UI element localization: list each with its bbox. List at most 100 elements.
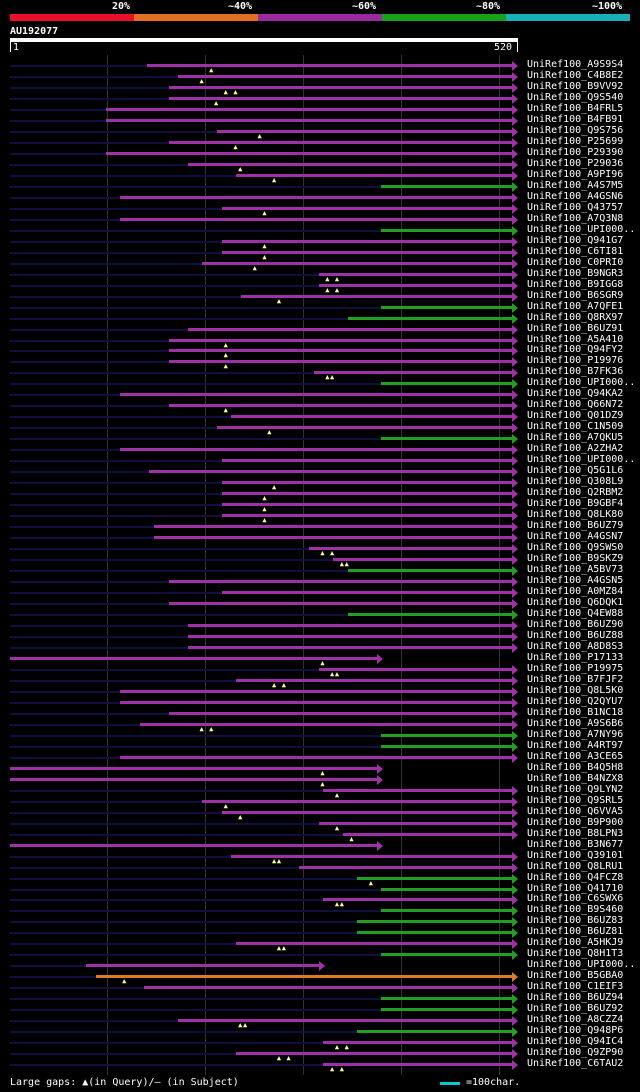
hit-link[interactable]: UniRef100_Q9SRL5 [527,795,624,806]
hit-bar[interactable] [381,185,512,188]
hit-link[interactable]: UniRef100_B3N677 [527,839,624,850]
hit-bar[interactable] [313,371,512,374]
hit-link[interactable]: UniRef100_A2ZHA2 [527,443,624,454]
hit-link[interactable]: UniRef100_B6SGR9 [527,290,624,301]
hit-bar[interactable] [105,108,512,111]
hit-link[interactable]: UniRef100_B6UZ79 [527,520,624,531]
hit-bar[interactable] [187,646,512,649]
hit-link[interactable]: UniRef100_Q8RX97 [527,312,624,323]
hit-link[interactable]: UniRef100_A9S9S4 [527,59,624,70]
hit-bar[interactable] [10,844,377,847]
hit-link[interactable]: UniRef100_B6UZ81 [527,926,624,937]
hit-bar[interactable] [318,822,512,825]
hit-link[interactable]: UniRef100_A8D8S3 [527,641,624,652]
hit-bar[interactable] [187,163,512,166]
hit-link[interactable]: UniRef100_P29390 [527,147,624,158]
hit-bar[interactable] [323,898,512,901]
hit-bar[interactable] [357,931,512,934]
hit-bar[interactable] [221,503,512,506]
hit-bar[interactable] [168,97,512,100]
hit-bar[interactable] [347,613,512,616]
hit-link[interactable]: UniRef100_A7QFE1 [527,301,624,312]
hit-link[interactable]: UniRef100_C1N509 [527,421,624,432]
hit-link[interactable]: UniRef100_P25699 [527,136,624,147]
hit-bar[interactable] [187,624,512,627]
hit-bar[interactable] [318,273,512,276]
hit-bar[interactable] [187,635,512,638]
hit-bar[interactable] [120,448,512,451]
hit-link[interactable]: UniRef100_Q66N72 [527,399,624,410]
hit-link[interactable]: UniRef100_B4NZX8 [527,773,624,784]
hit-link[interactable]: UniRef100_C6SWX6 [527,893,624,904]
hit-bar[interactable] [381,382,512,385]
hit-link[interactable]: UniRef100_B9VV92 [527,81,624,92]
hit-link[interactable]: UniRef100_A7QKU5 [527,432,624,443]
hit-bar[interactable] [381,953,512,956]
hit-bar[interactable] [381,306,512,309]
hit-bar[interactable] [139,723,512,726]
hit-link[interactable]: UniRef100_Q941G7 [527,235,624,246]
hit-bar[interactable] [381,888,512,891]
hit-link[interactable]: UniRef100_Q9ZP90 [527,1047,624,1058]
hit-bar[interactable] [168,349,512,352]
hit-link[interactable]: UniRef100_Q9SWS0 [527,542,624,553]
hit-bar[interactable] [120,701,512,704]
hit-bar[interactable] [381,1008,512,1011]
hit-link[interactable]: UniRef100_B7FK36 [527,366,624,377]
hit-link[interactable]: UniRef100_Q4EW88 [527,608,624,619]
hit-link[interactable]: UniRef100_Q4FCZ8 [527,872,624,883]
hit-link[interactable]: UniRef100_A5HKJ9 [527,937,624,948]
hit-link[interactable]: UniRef100_B8LPN3 [527,828,624,839]
hit-link[interactable]: UniRef100_Q41710 [527,883,624,894]
hit-bar[interactable] [323,789,512,792]
hit-link[interactable]: UniRef100_A4GSN7 [527,531,624,542]
hit-bar[interactable] [187,328,512,331]
hit-bar[interactable] [120,690,512,693]
hit-bar[interactable] [221,591,512,594]
hit-bar[interactable] [168,712,512,715]
hit-link[interactable]: UniRef100_Q308L9 [527,476,624,487]
hit-link[interactable]: UniRef100_A8CZZ4 [527,1014,624,1025]
hit-link[interactable]: UniRef100_Q2QYU7 [527,696,624,707]
hit-bar[interactable] [168,360,512,363]
hit-link[interactable]: UniRef100_Q8LK80 [527,509,624,520]
hit-link[interactable]: UniRef100_B4FRL5 [527,103,624,114]
hit-link[interactable]: UniRef100_A4GSN5 [527,575,624,586]
hit-link[interactable]: UniRef100_Q39101 [527,850,624,861]
hit-bar[interactable] [168,602,512,605]
hit-bar[interactable] [381,997,512,1000]
hit-bar[interactable] [381,745,512,748]
hit-link[interactable]: UniRef100_Q8LRU1 [527,861,624,872]
hit-bar[interactable] [202,262,512,265]
hit-bar[interactable] [120,196,512,199]
hit-link[interactable]: UniRef100_B9SKZ9 [527,553,624,564]
hit-bar[interactable] [154,536,512,539]
hit-bar[interactable] [236,942,512,945]
hit-bar[interactable] [168,580,512,583]
hit-link[interactable]: UniRef100_C6TI81 [527,246,624,257]
hit-bar[interactable] [10,657,377,660]
hit-bar[interactable] [86,964,319,967]
hit-bar[interactable] [221,492,512,495]
hit-link[interactable]: UniRef100_A0MZ84 [527,586,624,597]
hit-bar[interactable] [10,778,377,781]
hit-link[interactable]: UniRef100_Q2RBM2 [527,487,624,498]
hit-link[interactable]: UniRef100_B7FJF2 [527,674,624,685]
hit-link[interactable]: UniRef100_UPI000.. [527,959,636,970]
hit-link[interactable]: UniRef100_UPI000.. [527,454,636,465]
hit-bar[interactable] [221,514,512,517]
hit-bar[interactable] [347,569,512,572]
hit-link[interactable]: UniRef100_P19975 [527,663,624,674]
hit-link[interactable]: UniRef100_C1EIF3 [527,981,624,992]
hit-bar[interactable] [231,855,512,858]
hit-bar[interactable] [168,141,512,144]
hit-bar[interactable] [221,811,512,814]
hit-bar[interactable] [105,119,512,122]
hit-bar[interactable] [221,459,512,462]
hit-link[interactable]: UniRef100_Q9S756 [527,125,624,136]
hit-bar[interactable] [236,679,512,682]
hit-bar[interactable] [318,668,512,671]
hit-link[interactable]: UniRef100_A5BV73 [527,564,624,575]
hit-link[interactable]: UniRef100_B9NGR3 [527,268,624,279]
hit-link[interactable]: UniRef100_Q8L5K0 [527,685,624,696]
